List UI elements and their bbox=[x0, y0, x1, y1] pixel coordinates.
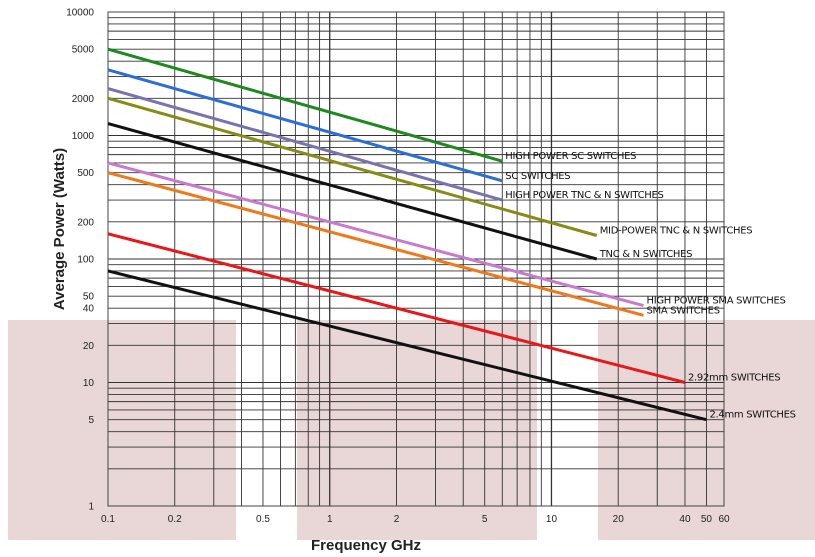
x-tick-label: 60 bbox=[718, 514, 730, 525]
series-line bbox=[107, 87, 503, 202]
x-tick-label: 1 bbox=[327, 514, 333, 525]
series-line bbox=[107, 171, 644, 317]
series-label: HIGH POWER TNC & N SWITCHES bbox=[505, 190, 663, 201]
y-tick-label: 50 bbox=[83, 292, 95, 303]
series-label: 2.4mm SWITCHES bbox=[709, 410, 795, 421]
x-tick-label: 20 bbox=[613, 514, 625, 525]
x-tick-label: 5 bbox=[482, 514, 488, 525]
y-tick-label: 40 bbox=[83, 304, 95, 315]
y-tick-label: 1000 bbox=[72, 131, 95, 142]
series-line bbox=[107, 161, 644, 307]
y-tick-label: 10 bbox=[83, 378, 95, 389]
x-tick-labels: 0.1 0.2 0.5 1 2 5 10 20 40 50 60 bbox=[101, 514, 730, 525]
series-label: MID-POWER TNC & N SWITCHES bbox=[600, 225, 753, 236]
y-tick-label: 10000 bbox=[66, 8, 94, 19]
background-band bbox=[8, 320, 236, 540]
series-label: 2.92mm SWITCHES bbox=[688, 373, 780, 384]
y-tick-label: 20 bbox=[83, 341, 95, 352]
series-lines bbox=[107, 47, 707, 422]
x-tick-label: 0.1 bbox=[101, 514, 115, 525]
y-tick-label: 500 bbox=[77, 168, 94, 179]
grid-lines bbox=[108, 12, 724, 506]
y-axis-title: Average Power (Watts) bbox=[51, 148, 68, 310]
x-tick-label: 10 bbox=[546, 514, 558, 525]
x-axis-title: Frequency GHz bbox=[311, 537, 421, 554]
series-label: SC SWITCHES bbox=[505, 171, 570, 182]
y-tick-label: 5 bbox=[88, 415, 94, 426]
y-tick-label: 5000 bbox=[72, 45, 95, 56]
y-tick-label: 1 bbox=[88, 502, 94, 513]
series-line bbox=[107, 269, 707, 422]
background-bands bbox=[8, 320, 815, 540]
series-label: HIGH POWER SC SWITCHES bbox=[505, 151, 636, 162]
x-tick-label: 40 bbox=[679, 514, 691, 525]
series-label: TNC & N SWITCHES bbox=[599, 249, 692, 260]
series-line bbox=[107, 96, 598, 237]
series-label: HIGH POWER SMA SWITCHES bbox=[646, 296, 785, 307]
x-tick-label: 0.5 bbox=[256, 514, 270, 525]
x-tick-label: 50 bbox=[701, 514, 713, 525]
y-tick-label: 100 bbox=[77, 255, 94, 266]
x-tick-label: 0.2 bbox=[168, 514, 182, 525]
series-line bbox=[107, 68, 503, 183]
y-tick-label: 2000 bbox=[72, 94, 95, 105]
series-labels: HIGH POWER SC SWITCHES SC SWITCHES HIGH PO… bbox=[505, 151, 796, 421]
series-line bbox=[107, 47, 503, 163]
series-line bbox=[107, 232, 686, 384]
series-line bbox=[107, 122, 598, 261]
background-band bbox=[297, 320, 537, 540]
y-tick-label: 200 bbox=[77, 217, 94, 228]
x-tick-label: 2 bbox=[394, 514, 400, 525]
plot-frame bbox=[107, 11, 725, 507]
series-label: SMA SWITCHES bbox=[646, 305, 719, 316]
